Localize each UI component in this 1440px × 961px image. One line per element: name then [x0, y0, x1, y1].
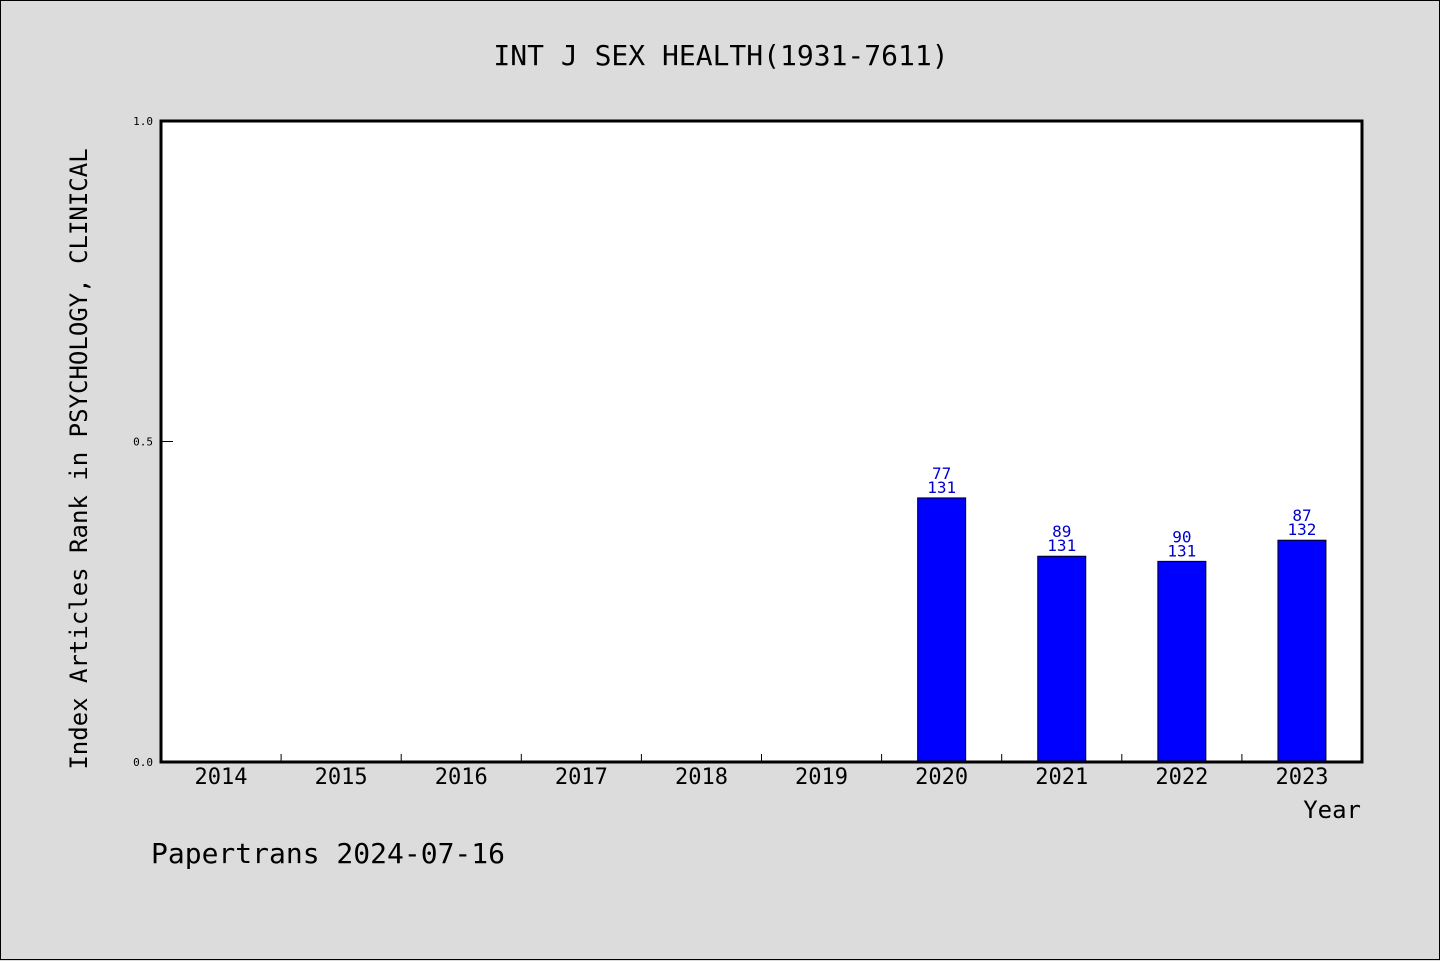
bar-rank-label: 77 [932, 464, 951, 483]
x-tick-label: 2016 [435, 765, 488, 790]
bar-2022 [1157, 560, 1207, 763]
x-tick-label: 2017 [555, 765, 608, 790]
x-tick-label: 2015 [315, 765, 368, 790]
bar-2023 [1277, 539, 1327, 763]
x-tick-label: 2023 [1275, 765, 1328, 790]
x-tick-label: 2020 [915, 765, 968, 790]
y-tick-label: 0.0 [133, 756, 153, 769]
x-tick-label: 2019 [795, 765, 848, 790]
plot-border [159, 119, 1364, 764]
x-axis-label: Year [1303, 796, 1361, 824]
x-tick-label: 2014 [195, 765, 248, 790]
x-tick-label: 2021 [1035, 765, 1088, 790]
footer-text: Papertrans 2024-07-16 [151, 837, 505, 870]
bar-rank-label: 90 [1172, 527, 1191, 546]
bar-total-label: 131 [927, 478, 956, 497]
bar-rank-label: 89 [1052, 522, 1071, 541]
axis-ticks: 0.0 0.5 1.0 2014 2015 2016 2017 2018 2019 2020 202… [133, 115, 1328, 790]
bar-total-label: 132 [1287, 520, 1316, 539]
bar-rank-label: 87 [1292, 506, 1311, 525]
chart-title: INT J SEX HEALTH(1931-7611) [493, 39, 948, 72]
x-tick-label: 2018 [675, 765, 728, 790]
bar-total-label: 131 [1167, 541, 1196, 560]
bar-2021 [1037, 555, 1087, 763]
bar-2020 [917, 497, 967, 763]
bar-total-label: 131 [1047, 536, 1076, 555]
x-tick-label: 2022 [1155, 765, 1208, 790]
y-axis-label: Index Articles Rank in PSYCHOLOGY, CLINI… [65, 148, 93, 769]
y-tick-label: 1.0 [133, 115, 153, 128]
bar-group [917, 497, 1327, 763]
y-tick-label: 0.5 [133, 436, 153, 449]
